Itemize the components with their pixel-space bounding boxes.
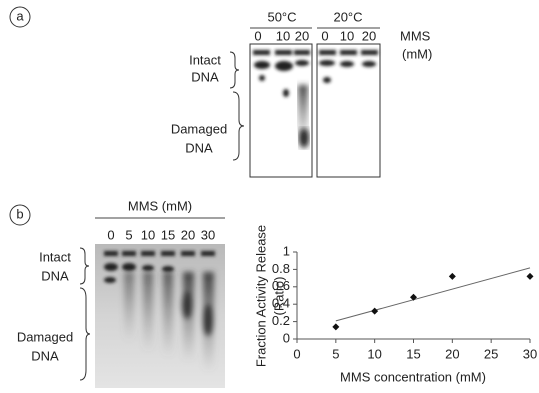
y-tick-label: 0 — [283, 330, 290, 345]
brace — [232, 91, 245, 161]
y-tick-label: 0.2 — [272, 313, 290, 328]
panel-badge — [9, 6, 31, 28]
y-axis-label: Fraction Activity Release — [253, 225, 268, 367]
brace — [79, 287, 91, 381]
intact-label: DNA — [191, 69, 219, 84]
point — [332, 323, 340, 331]
y-tick-label: 0.4 — [272, 296, 290, 311]
damaged-label: DNA — [185, 140, 213, 155]
damaged-label: DNA — [31, 348, 59, 363]
x-tick-label: 30 — [523, 346, 537, 361]
x-tick-label: 15 — [406, 346, 420, 361]
y-tick-label: 0.8 — [272, 261, 290, 276]
point — [371, 307, 379, 315]
lane-label: 0 — [107, 227, 114, 242]
y-tick-label: 1 — [283, 243, 290, 258]
lane-label: 0 — [254, 28, 261, 43]
mms-label: MMS — [400, 28, 431, 43]
lane-label: 20 — [362, 28, 376, 43]
intact-label: Intact — [39, 249, 71, 264]
x-tick-label: 25 — [484, 346, 498, 361]
lane-label: 15 — [161, 227, 175, 242]
x-tick-label: 0 — [293, 346, 300, 361]
brace — [229, 51, 240, 89]
temperature-label: 50°C — [267, 9, 296, 24]
lane-label: 10 — [340, 28, 354, 43]
point — [526, 272, 534, 280]
x-tick-label: 10 — [367, 346, 381, 361]
lane-label: 10 — [276, 28, 290, 43]
gel-b — [95, 244, 225, 388]
x-tick-label: 5 — [332, 346, 339, 361]
intact-label: Intact — [189, 52, 221, 67]
damaged-label: Damaged — [171, 121, 227, 136]
panel-label: a — [16, 8, 24, 23]
x-axis-label: MMS concentration (mM) — [340, 369, 486, 384]
mms-title: MMS (mM) — [128, 198, 192, 213]
panel-label: b — [16, 206, 23, 221]
temperature-label: 20°C — [333, 9, 362, 24]
panel-badge — [9, 204, 31, 226]
y-tick-label: 0.6 — [272, 278, 290, 293]
gel-a — [249, 43, 381, 178]
lane-label: 20 — [181, 227, 195, 242]
point — [448, 272, 456, 280]
lane-label: 20 — [295, 28, 309, 43]
damaged-label: Damaged — [17, 329, 73, 344]
x-tick-label: 20 — [445, 346, 459, 361]
intact-label: DNA — [41, 268, 69, 283]
lane-label: 10 — [141, 227, 155, 242]
brace — [79, 247, 90, 285]
point — [410, 293, 417, 301]
trendline — [335, 267, 531, 322]
unit-label: (mM) — [402, 46, 432, 61]
lane-label: 5 — [125, 227, 132, 242]
lane-label: 30 — [201, 227, 215, 242]
lane-label: 0 — [321, 28, 328, 43]
y-axis-label: (Ratio) — [271, 276, 286, 315]
